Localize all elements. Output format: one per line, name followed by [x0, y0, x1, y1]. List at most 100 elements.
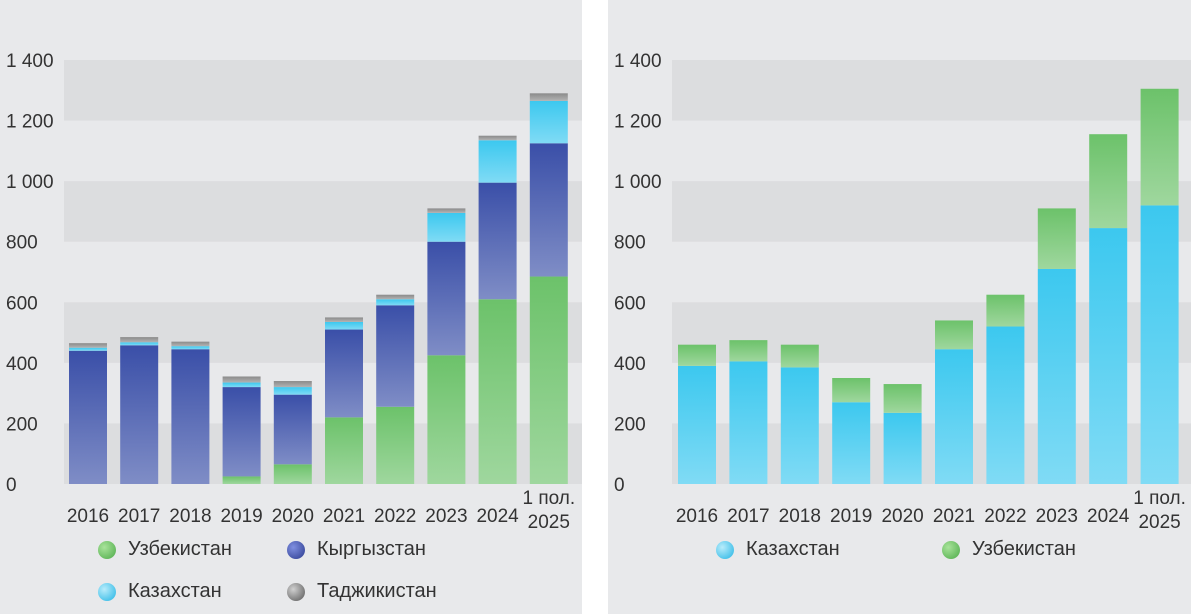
- y-tick-label: 200: [614, 414, 646, 435]
- bar-segment-2019-1: [222, 387, 261, 477]
- y-tick-label: 800: [6, 233, 38, 254]
- legend-item-kazakhstan-left: Казахстан: [98, 580, 222, 603]
- grid-band: [672, 60, 1191, 121]
- bar-segment-2017-1: [120, 345, 159, 484]
- bar-segment-2024-0: [1089, 228, 1128, 484]
- bar-segment-1-пол.-2025-0: [1140, 205, 1179, 484]
- bar-segment-1-пол.-2025-0: [529, 276, 568, 484]
- x-tick-label: 2019: [220, 506, 262, 527]
- x-tick-label-line2: 2025: [1138, 512, 1180, 533]
- bar-segment-2021-1: [325, 329, 363, 418]
- legend-label: Казахстан: [746, 538, 840, 560]
- bar-segment-2021-0: [325, 417, 363, 484]
- bar-segment-2023-2: [427, 212, 466, 242]
- legend-swatch-kazakhstan: [98, 582, 116, 601]
- x-tick-label: 2020: [881, 506, 923, 527]
- legend-label: Казахстан: [128, 580, 222, 602]
- legend-swatch-uzbekistan: [942, 540, 960, 559]
- legend-swatch-uzbekistan: [98, 540, 116, 559]
- bar-segment-2020-1: [273, 394, 312, 465]
- y-tick-label: 0: [614, 475, 625, 496]
- legend-item-uzbekistan-right: Узбекистан: [942, 538, 1076, 561]
- legend-swatch-tajikistan: [287, 582, 305, 601]
- bar-segment-2024-1: [1089, 134, 1128, 229]
- y-tick-label: 600: [6, 293, 38, 314]
- x-tick-label: 2021: [933, 506, 975, 527]
- bar-segment-2023-1: [427, 241, 466, 356]
- legend-swatch-kazakhstan: [716, 540, 734, 559]
- bar-segment-2016-3: [69, 343, 107, 348]
- x-tick-label: 2017: [727, 506, 769, 527]
- legend-label: Узбекистан: [972, 538, 1076, 560]
- bar-segment-1-пол.-2025-1: [1140, 88, 1179, 206]
- bar-segment-2016-0: [678, 365, 716, 484]
- bar-segment-2020-0: [883, 412, 922, 484]
- y-tick-label: 1 000: [614, 172, 662, 193]
- bar-segment-2024-1: [478, 182, 517, 300]
- y-tick-label: 600: [614, 293, 646, 314]
- bar-segment-2022-2: [376, 299, 415, 306]
- legend-item-uzbekistan-left: Узбекистан: [98, 538, 232, 561]
- legend-swatch-kyrgyzstan: [287, 540, 305, 559]
- y-tick-label: 1 400: [614, 51, 662, 72]
- y-tick-label: 200: [6, 414, 38, 435]
- bar-segment-2020-0: [273, 464, 312, 484]
- legend-label: Узбекистан: [128, 538, 232, 560]
- bar-segment-2022-0: [986, 326, 1025, 484]
- y-tick-label: 800: [614, 233, 646, 254]
- bar-segment-2017-2: [120, 342, 159, 346]
- bar-segment-2023-0: [427, 355, 466, 484]
- y-tick-label: 1 200: [614, 112, 662, 133]
- x-tick-label: 2024: [476, 506, 519, 527]
- bar-segment-2022-1: [986, 294, 1025, 327]
- bar-segment-2021-1: [935, 320, 973, 350]
- right-chart-panel: 0 200 400 600 800 1 000 1 200 1 400 2016 2017 2018…: [608, 0, 1191, 614]
- bar-segment-2016-1: [69, 350, 107, 484]
- x-tick-label-line1: 1 пол.: [522, 488, 575, 509]
- bar-segment-1-пол.-2025-1: [529, 143, 568, 277]
- x-tick-label-line2: 2025: [528, 512, 570, 533]
- bar-segment-2016-2: [69, 347, 107, 351]
- bar-segment-2017-1: [729, 340, 768, 362]
- legend-item-kazakhstan-right: Казахстан: [716, 538, 840, 561]
- bar-segment-2024-3: [478, 135, 517, 141]
- left-stacked-bar-chart: 0 200 400 600 800 1 000 1 200 1 400 2016 2017 2018…: [6, 51, 582, 533]
- bar-segment-2019-1: [832, 378, 871, 403]
- x-tick-label: 2023: [1036, 506, 1078, 527]
- y-tick-label: 1 000: [6, 172, 54, 193]
- x-tick-label: 2017: [118, 506, 160, 527]
- x-tick-label: 2022: [374, 506, 416, 527]
- bar-segment-2024-0: [478, 299, 517, 484]
- legend-label: Кыргызстан: [317, 538, 426, 560]
- bar-segment-2021-0: [935, 349, 973, 484]
- bar-segment-2018-0: [780, 367, 819, 484]
- bar-segment-2021-3: [325, 317, 363, 322]
- bar-segment-2019-0: [222, 476, 261, 484]
- x-tick-label-line1: 1 пол.: [1133, 488, 1186, 509]
- x-tick-label: 2020: [272, 506, 314, 527]
- bar-segment-1-пол.-2025-3: [529, 93, 568, 101]
- x-tick-label: 2022: [984, 506, 1026, 527]
- legend-item-kyrgyzstan: Кыргызстан: [287, 538, 426, 561]
- bar-segment-2020-1: [883, 384, 922, 413]
- right-stacked-bar-chart: 0 200 400 600 800 1 000 1 200 1 400 2016 2017 2018…: [614, 51, 1191, 533]
- x-tick-label: 2018: [779, 506, 821, 527]
- y-tick-label: 400: [6, 354, 38, 375]
- y-tick-label: 400: [614, 354, 646, 375]
- bar-segment-2022-0: [376, 406, 415, 484]
- left-chart-panel: 0 200 400 600 800 1 000 1 200 1 400 2016 2017 2018…: [0, 0, 582, 614]
- bar-segment-2019-3: [222, 376, 261, 383]
- x-tick-label: 2021: [323, 506, 365, 527]
- x-tick-label: 2016: [67, 506, 109, 527]
- legend-item-tajikistan: Таджикистан: [287, 580, 437, 603]
- x-tick-label: 2024: [1087, 506, 1130, 527]
- x-tick-label: 2018: [169, 506, 211, 527]
- bar-segment-2022-3: [376, 294, 415, 300]
- bar-segment-2018-1: [780, 344, 819, 368]
- grid-band: [64, 60, 582, 121]
- y-tick-label: 0: [6, 475, 17, 496]
- bar-segment-2024-2: [478, 140, 517, 183]
- bar-segment-2021-2: [325, 321, 363, 330]
- x-tick-label: 2019: [830, 506, 872, 527]
- y-tick-label: 1 200: [6, 112, 54, 133]
